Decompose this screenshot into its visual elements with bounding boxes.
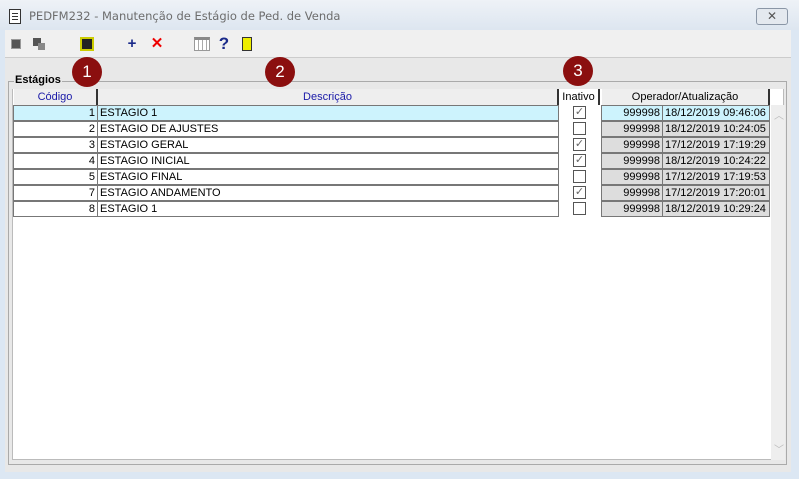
header-inativo[interactable]: Inativo — [559, 89, 600, 105]
cell-codigo[interactable]: 8 — [13, 201, 98, 217]
table-row[interactable]: 3 ESTAGIO GERAL ✓ 999998 17/12/2019 17:19:29 — [13, 137, 773, 153]
cell-codigo[interactable]: 1 — [13, 105, 98, 121]
cell-descricao[interactable]: ESTAGIO GERAL — [98, 137, 559, 153]
marker-badge-1: 1 — [72, 57, 102, 87]
cell-operador: 999998 — [601, 185, 663, 201]
cell-codigo[interactable]: 4 — [13, 153, 98, 169]
cell-descricao[interactable]: ESTAGIO 1 — [98, 201, 559, 217]
table-row[interactable]: 7 ESTAGIO ANDAMENTO ✓ 999998 17/12/2019 17:2… — [13, 185, 773, 201]
first-record-icon[interactable] — [11, 39, 21, 49]
toolbar: + ✕ ? — [5, 30, 791, 58]
cell-atualizacao: 17/12/2019 17:19:53 — [663, 169, 770, 185]
header-operador[interactable]: Operador/Atualização — [602, 89, 770, 105]
close-button[interactable]: ✕ — [756, 8, 788, 25]
inativo-checkbox[interactable] — [573, 170, 586, 183]
cell-operador: 999998 — [601, 121, 663, 137]
inativo-checkbox[interactable]: ✓ — [573, 138, 586, 151]
cell-atualizacao: 18/12/2019 10:24:05 — [663, 121, 770, 137]
stages-group — [8, 81, 787, 465]
calendar-icon[interactable] — [194, 37, 210, 51]
exit-door-icon[interactable] — [242, 37, 252, 51]
cell-descricao[interactable]: ESTAGIO 1 — [98, 105, 559, 121]
group-label: Estágios — [14, 74, 62, 86]
header-codigo[interactable]: Código — [14, 89, 98, 105]
scroll-up-icon[interactable]: ︿ — [774, 111, 784, 122]
cell-atualizacao: 18/12/2019 09:46:06 — [663, 105, 770, 121]
inativo-checkbox[interactable]: ✓ — [573, 186, 586, 199]
client-area: + ✕ ? Estágios Código Descrição Inativo … — [5, 30, 791, 472]
inativo-checkbox[interactable] — [573, 122, 586, 135]
table-row[interactable]: 4 ESTAGIO INICIAL ✓ 999998 18/12/2019 10:24:… — [13, 153, 773, 169]
cell-atualizacao: 17/12/2019 17:20:01 — [663, 185, 770, 201]
window-title: PEDFM232 - Manutenção de Estágio de Ped.… — [29, 9, 341, 23]
stages-grid: Código Descrição Inativo Operador/Atuali… — [12, 89, 785, 460]
inativo-checkbox[interactable]: ✓ — [573, 154, 586, 167]
marker-badge-2: 2 — [265, 57, 295, 87]
header-descricao[interactable]: Descrição — [98, 89, 559, 105]
cell-codigo[interactable]: 3 — [13, 137, 98, 153]
table-row[interactable]: 1 ESTAGIO 1 ✓ 999998 18/12/2019 09:46:06 — [13, 105, 773, 121]
cell-operador: 999998 — [601, 137, 663, 153]
cell-codigo[interactable]: 5 — [13, 169, 98, 185]
add-icon[interactable]: + — [127, 35, 137, 52]
table-row[interactable]: 2 ESTAGIO DE AJUSTES 999998 18/12/2019 10:2… — [13, 121, 773, 137]
cell-codigo[interactable]: 7 — [13, 185, 98, 201]
cell-descricao[interactable]: ESTAGIO DE AJUSTES — [98, 121, 559, 137]
cell-operador: 999998 — [601, 153, 663, 169]
cell-atualizacao: 17/12/2019 17:19:29 — [663, 137, 770, 153]
table-row[interactable]: 8 ESTAGIO 1 999998 18/12/2019 10:29:24 — [13, 201, 773, 217]
cell-descricao[interactable]: ESTAGIO ANDAMENTO — [98, 185, 559, 201]
cell-descricao[interactable]: ESTAGIO INICIAL — [98, 153, 559, 169]
inativo-checkbox[interactable] — [573, 202, 586, 215]
save-icon[interactable] — [80, 37, 94, 51]
vertical-scrollbar[interactable]: ︿ ﹀ — [771, 105, 785, 460]
inativo-checkbox[interactable]: ✓ — [573, 106, 586, 119]
help-icon[interactable]: ? — [218, 34, 230, 53]
cell-atualizacao: 18/12/2019 10:24:22 — [663, 153, 770, 169]
copy-icon[interactable] — [33, 38, 45, 50]
table-row[interactable]: 5 ESTAGIO FINAL 999998 17/12/2019 17:19:53 — [13, 169, 773, 185]
cell-descricao[interactable]: ESTAGIO FINAL — [98, 169, 559, 185]
title-bar: PEDFM232 - Manutenção de Estágio de Ped.… — [0, 0, 799, 30]
cell-operador: 999998 — [601, 169, 663, 185]
cell-codigo[interactable]: 2 — [13, 121, 98, 137]
document-icon — [9, 9, 21, 24]
scroll-down-icon[interactable]: ﹀ — [774, 445, 784, 456]
cell-operador: 999998 — [601, 201, 663, 217]
marker-badge-3: 3 — [563, 56, 593, 86]
delete-icon[interactable]: ✕ — [150, 35, 164, 52]
cell-atualizacao: 18/12/2019 10:29:24 — [663, 201, 770, 217]
cell-operador: 999998 — [601, 105, 663, 121]
